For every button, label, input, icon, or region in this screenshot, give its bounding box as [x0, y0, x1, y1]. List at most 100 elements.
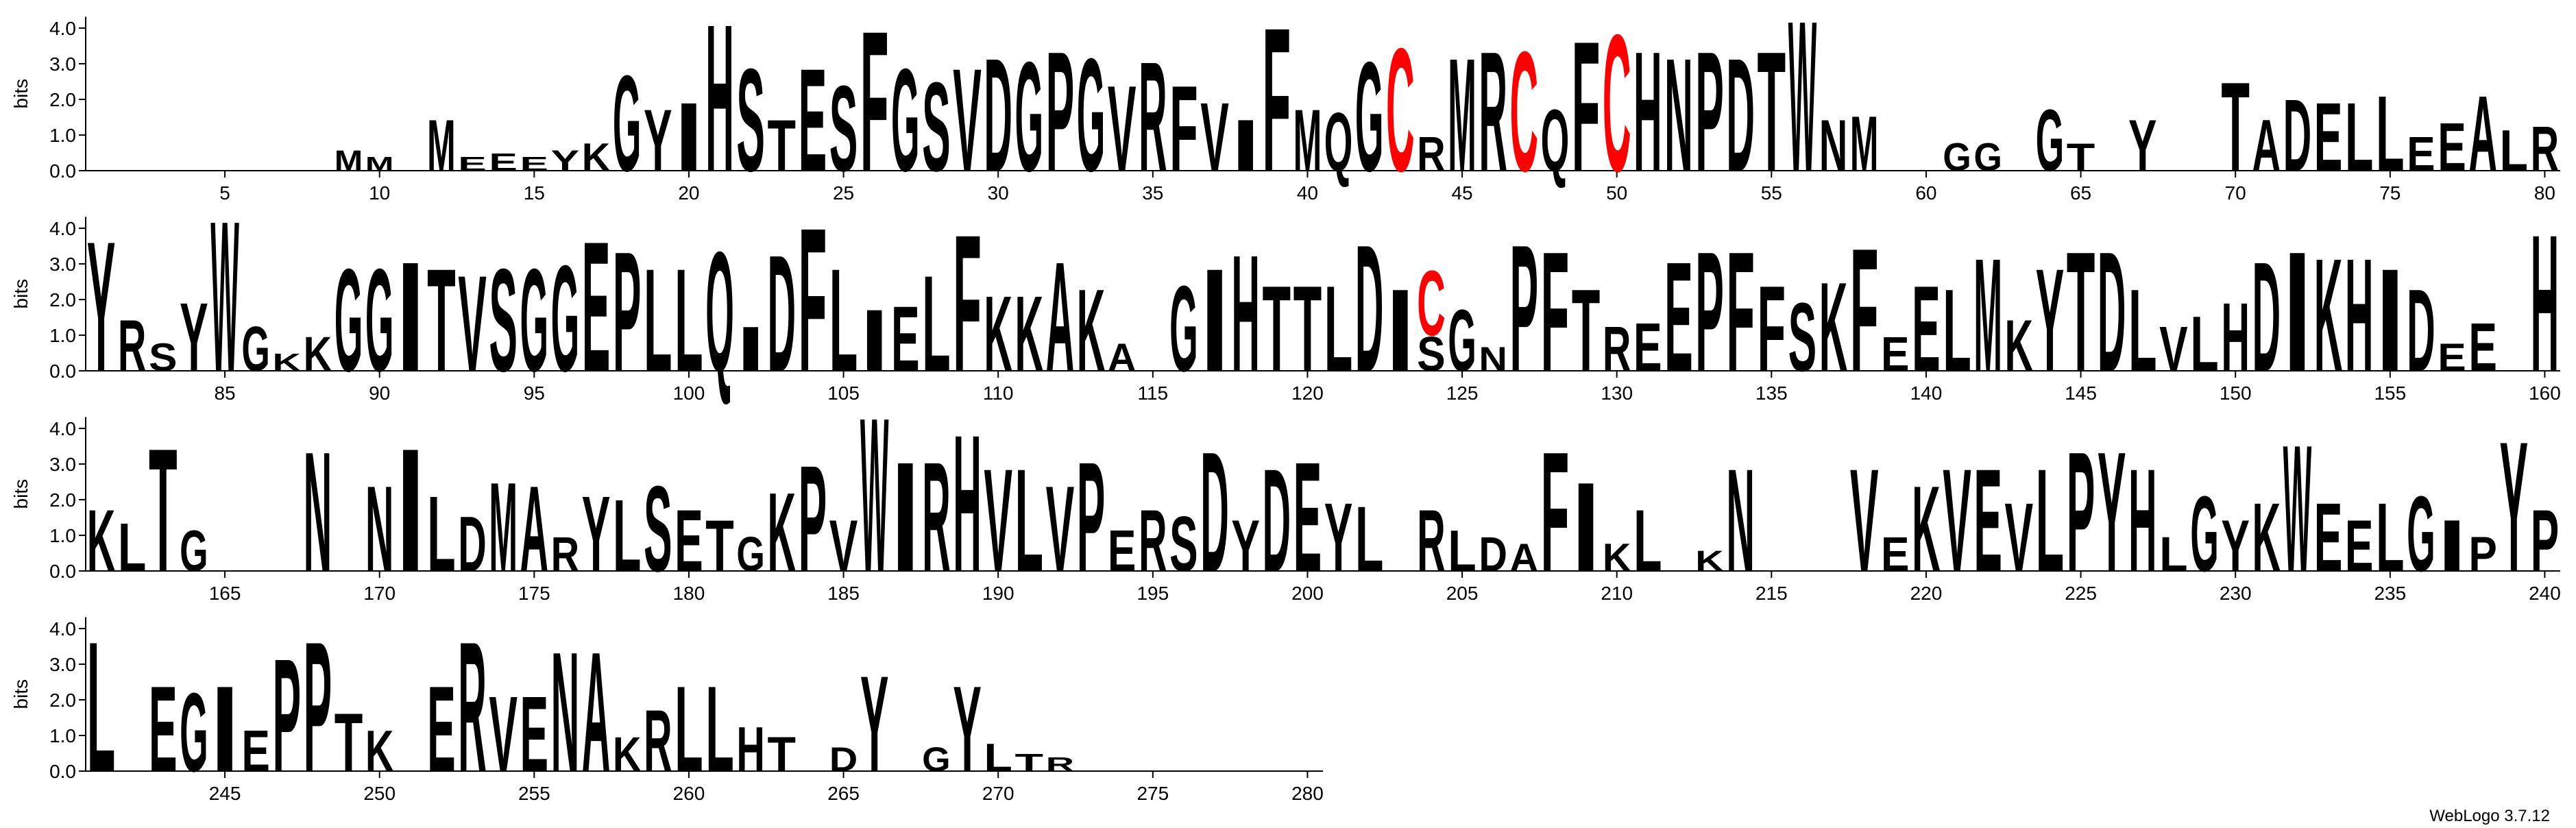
- y-tick-label: 0.0: [49, 561, 76, 582]
- y-axis-title: bits: [10, 679, 32, 709]
- logo-letter: T: [1263, 260, 1291, 397]
- logo-letter: V: [953, 39, 982, 202]
- y-tick-label: 1.0: [49, 325, 76, 346]
- logo-letter: L: [2190, 300, 2219, 388]
- y-axis-title: bits: [10, 279, 32, 309]
- x-tick-label: 155: [2374, 382, 2406, 404]
- y-axis-title: bits: [10, 479, 32, 509]
- logo-letter: G: [180, 669, 208, 795]
- x-tick-label: 190: [982, 583, 1014, 604]
- logo-letter: G: [736, 527, 765, 582]
- y-tick-label: 3.0: [49, 53, 76, 75]
- logo-letter: L: [2159, 527, 2188, 582]
- x-tick-label: 80: [2534, 182, 2555, 204]
- logo-letter: N: [1726, 439, 1755, 602]
- logo-letter: C: [1386, 12, 1415, 208]
- x-tick-label: 70: [2225, 182, 2246, 204]
- logo-letter: S: [644, 460, 672, 597]
- logo-letter: Y: [551, 145, 580, 178]
- logo-letter: S: [736, 39, 765, 202]
- logo-letter: Y: [1231, 504, 1260, 587]
- logo-letter: R: [1479, 17, 1507, 208]
- logo-letter: S: [829, 60, 858, 197]
- logo-letter: R: [1139, 492, 1167, 590]
- logo-letter: E: [1881, 327, 1910, 382]
- logo-letter: C: [1417, 252, 1446, 355]
- logo-letter: P: [1510, 208, 1539, 410]
- logo-letter: S: [1169, 500, 1198, 588]
- logo-letter: W: [860, 373, 889, 618]
- logo-letter: P: [1077, 430, 1106, 605]
- logo-letter: L: [1355, 487, 1384, 591]
- x-tick-label: 245: [209, 783, 241, 804]
- y-tick-label: 3.0: [49, 454, 76, 475]
- x-tick-label: 60: [1915, 182, 1936, 204]
- x-tick-label: 55: [1761, 182, 1782, 204]
- logo-letter: G: [1077, 25, 1106, 206]
- y-tick-label: 0.0: [49, 761, 76, 782]
- logo-letter: I: [2283, 217, 2312, 408]
- x-tick-label: 215: [1755, 583, 1788, 604]
- logo-letter: G: [520, 239, 549, 402]
- logo-letter: D: [2283, 78, 2312, 193]
- logo-letter: G: [2407, 474, 2435, 594]
- logo-letter: G: [1169, 260, 1198, 397]
- y-tick-label: 2.0: [49, 289, 76, 310]
- logo-letter: L: [675, 239, 703, 402]
- logo-letter: F: [860, 0, 889, 214]
- logo-letter: Q: [705, 217, 734, 408]
- logo-letter: T: [1015, 749, 1044, 777]
- y-tick-label: 2.0: [49, 489, 76, 511]
- logo-letter: E: [675, 492, 703, 590]
- x-tick-label: 210: [1601, 583, 1633, 604]
- logo-letter: K: [1077, 265, 1106, 396]
- y-tick-label: 2.0: [49, 89, 76, 110]
- y-tick-label: 2.0: [49, 690, 76, 711]
- x-tick-label: 220: [1910, 583, 1943, 604]
- y-tick-label: 3.0: [49, 254, 76, 275]
- logo-letter: Y: [860, 648, 889, 801]
- logo-letter: L: [2376, 483, 2405, 592]
- x-tick-label: 170: [363, 583, 396, 604]
- logo-letter: M: [1448, 25, 1477, 206]
- logo-letter: E: [427, 660, 456, 797]
- logo-letter: F: [1850, 212, 1879, 409]
- y-axis-title: bits: [10, 79, 32, 109]
- logo-letter: G: [891, 39, 920, 202]
- logo-letter: F: [1541, 217, 1570, 408]
- y-tick-label: 4.0: [49, 218, 76, 239]
- logo-letter: P: [799, 435, 827, 604]
- logo-letter: T: [335, 696, 363, 789]
- logo-letter: S: [149, 336, 178, 380]
- logo-letter: L: [922, 247, 951, 400]
- logo-letter: E: [1108, 518, 1137, 584]
- logo-letter: L: [984, 736, 1012, 780]
- logo-letter: M: [365, 153, 394, 175]
- logo-letter: A: [1108, 336, 1137, 380]
- logo-letter: Y: [2036, 239, 2065, 402]
- logo-letter: S: [1417, 327, 1446, 382]
- x-tick-label: 250: [363, 783, 396, 804]
- x-tick-label: 280: [1291, 783, 1324, 804]
- logo-letter: H: [705, 0, 734, 216]
- logo-letter: M: [1850, 100, 1879, 188]
- logo-letter: L: [1324, 260, 1353, 397]
- x-tick-label: 20: [678, 182, 699, 204]
- x-tick-label: 100: [673, 382, 705, 404]
- logo-letter: R: [118, 304, 147, 387]
- logo-letter: R: [2531, 114, 2560, 184]
- logo-letter: S: [489, 239, 518, 402]
- logo-letter: K: [2252, 483, 2281, 592]
- logo-letter: P: [304, 604, 332, 812]
- logo-letter: E: [2314, 483, 2343, 592]
- logo-letter: E: [2407, 127, 2435, 182]
- logo-letter: V: [1850, 439, 1879, 602]
- logo-letter: E: [582, 204, 611, 411]
- x-tick-label: 185: [827, 583, 860, 604]
- logo-letter: H: [1231, 221, 1260, 407]
- logo-letter: A: [1046, 230, 1075, 404]
- x-tick-label: 275: [1137, 783, 1169, 804]
- logo-letter: I: [396, 230, 425, 404]
- logo-letter: M: [335, 145, 363, 178]
- logo-letter: E: [1293, 430, 1322, 605]
